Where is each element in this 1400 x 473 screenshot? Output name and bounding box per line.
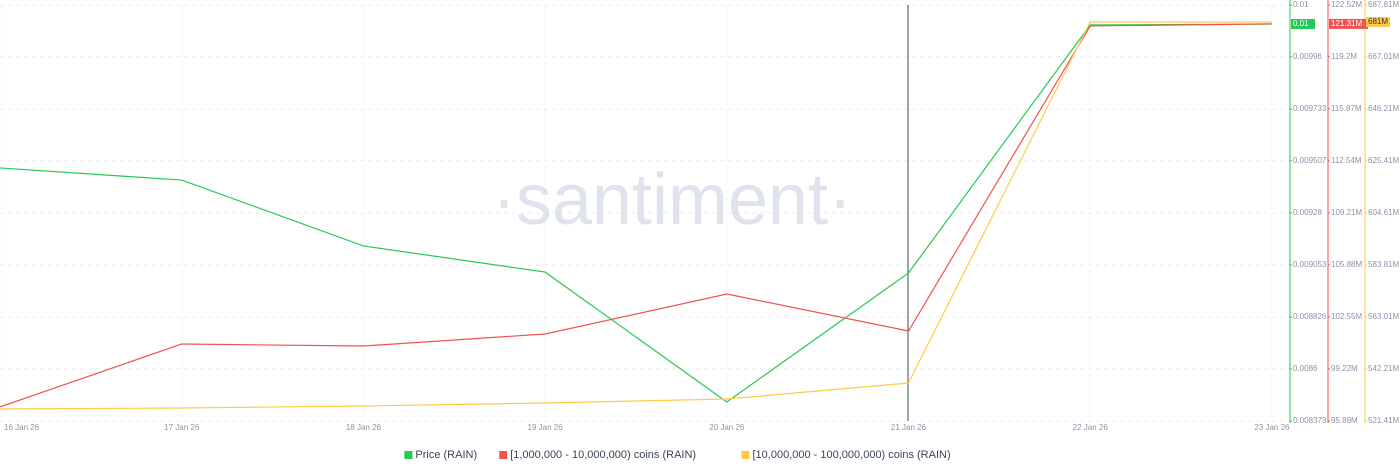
y-tick-label: 604.61M <box>1368 208 1399 217</box>
y-tick-label: 0.008826 <box>1293 312 1327 321</box>
y-tick-label: 583.81M <box>1368 260 1399 269</box>
y-tick-label: 0.009733 <box>1293 104 1327 113</box>
y-tick-label: 542.21M <box>1368 364 1399 373</box>
x-tick-label: 17 Jan 26 <box>164 423 200 432</box>
value-badge <box>1366 17 1390 28</box>
y-tick-label: 667.01M <box>1368 52 1399 61</box>
y-tick-label: 0.009053 <box>1293 260 1327 269</box>
y-tick-label: 115.87M <box>1331 104 1362 113</box>
y-tick-label: 625.41M <box>1368 156 1399 165</box>
legend-label: [10,000,000 - 100,000,000) coins (RAIN) <box>753 449 951 461</box>
y-tick-label: 0.008373 <box>1293 416 1327 425</box>
y-tick-label: 646.21M <box>1368 104 1399 113</box>
y-tick-label: 105.88M <box>1331 260 1362 269</box>
y-tick-label: 102.55M <box>1331 312 1362 321</box>
value-badge <box>1291 19 1315 30</box>
y-tick-label: 687.81M <box>1368 0 1399 9</box>
y-tick-label: 119.2M <box>1331 52 1357 61</box>
y-tick-label: 122.52M <box>1331 0 1362 9</box>
y-tick-label: 0.00928 <box>1293 208 1322 217</box>
value-label: 0.01 <box>1293 19 1309 28</box>
y-tick-label: 99.22M <box>1331 364 1358 373</box>
y-tick-label: 0.009507 <box>1293 156 1327 165</box>
value-label: 121.31M <box>1331 19 1362 28</box>
legend-swatch <box>741 451 750 459</box>
legend-label: [1,000,000 - 10,000,000) coins (RAIN) <box>510 449 696 461</box>
x-tick-label: 21 Jan 26 <box>891 423 927 432</box>
y-tick-label: 109.21M <box>1331 208 1362 217</box>
series-line <box>0 23 1272 408</box>
x-tick-label: 20 Jan 26 <box>709 423 745 432</box>
y-tick-label: 0.00996 <box>1293 52 1322 61</box>
y-tick-label: 95.89M <box>1331 416 1358 425</box>
value-label: 681M <box>1368 17 1388 26</box>
watermark: ·santiment· <box>492 160 852 240</box>
legend-swatch <box>404 451 413 459</box>
legend-label: Price (RAIN) <box>415 449 477 461</box>
y-tick-label: 0.0086 <box>1293 364 1318 373</box>
value-badge <box>1329 18 1368 29</box>
y-tick-label: 521.41M <box>1368 416 1399 425</box>
series-line <box>0 23 1272 403</box>
x-tick-label: 16 Jan 26 <box>4 423 40 432</box>
x-tick-label: 19 Jan 26 <box>528 423 564 432</box>
series-line <box>0 21 1272 410</box>
x-tick-label: 18 Jan 26 <box>346 423 382 432</box>
legend-swatch <box>499 451 508 459</box>
x-tick-label: 23 Jan 26 <box>1254 423 1290 432</box>
x-tick-label: 22 Jan 26 <box>1073 423 1109 432</box>
y-tick-label: 0.01 <box>1293 0 1309 9</box>
y-tick-label: 563.01M <box>1368 312 1399 321</box>
y-tick-label: 112.54M <box>1331 156 1362 165</box>
